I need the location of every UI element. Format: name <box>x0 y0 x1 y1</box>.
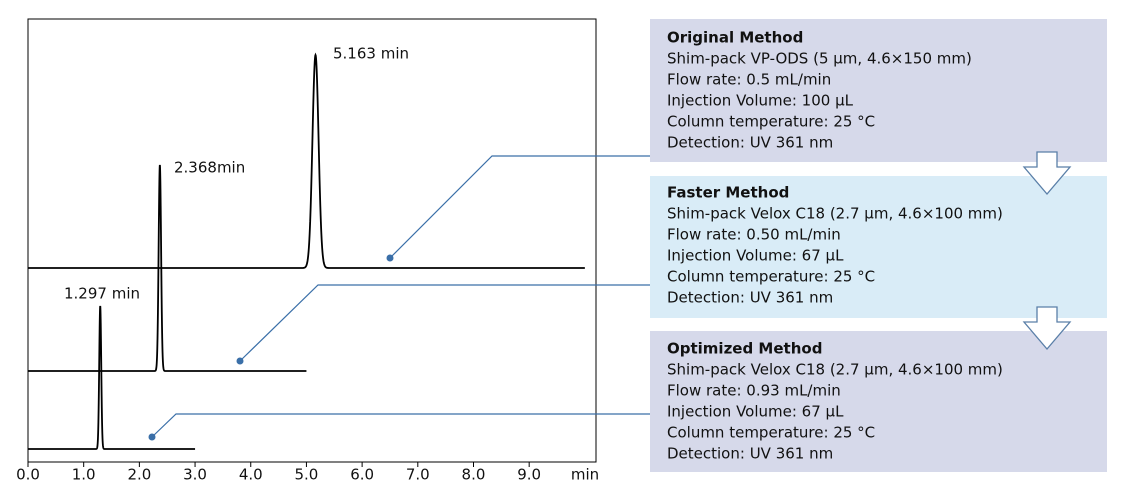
trace <box>28 164 307 372</box>
method-title: Faster Method <box>667 184 789 202</box>
x-tick-label: 4.0 <box>239 466 263 484</box>
x-tick-label: 8.0 <box>462 466 486 484</box>
method-title: Original Method <box>667 29 803 47</box>
connector-dots <box>148 254 394 441</box>
method-box <box>650 19 1107 162</box>
x-tick-label: 1.0 <box>72 466 96 484</box>
peak-label: 1.297 min <box>64 285 140 303</box>
x-tick-label: 3.0 <box>183 466 207 484</box>
method-detail: Flow rate: 0.50 mL/min <box>667 226 841 244</box>
connectors <box>151 155 650 438</box>
method-detail: Injection Volume: 67 µL <box>667 403 844 421</box>
trace <box>28 52 585 269</box>
peak-label: 5.163 min <box>333 45 409 63</box>
method-detail: Column temperature: 25 °C <box>667 268 875 286</box>
connector <box>389 155 650 259</box>
x-unit: min <box>571 466 599 484</box>
method-detail: Column temperature: 25 °C <box>667 424 875 442</box>
connector-dot <box>386 254 394 262</box>
method-detail: Detection: UV 361 nm <box>667 289 833 307</box>
method-detail: Detection: UV 361 nm <box>667 134 833 152</box>
connector-dot <box>148 433 156 441</box>
method-detail: Flow rate: 0.93 mL/min <box>667 382 841 400</box>
x-tick-label: 9.0 <box>517 466 541 484</box>
method-box <box>650 176 1107 318</box>
method-detail: Column temperature: 25 °C <box>667 113 875 131</box>
arrow <box>1022 151 1072 196</box>
connector-dot <box>236 357 244 365</box>
x-tick-label: 7.0 <box>406 466 430 484</box>
peak-label: 2.368min <box>174 159 245 177</box>
trace <box>28 305 196 450</box>
method-box <box>650 331 1107 472</box>
method-detail: Detection: UV 361 nm <box>667 445 833 463</box>
arrow <box>1022 306 1072 351</box>
x-tick-label: 2.0 <box>127 466 151 484</box>
plot-frame <box>27 18 597 463</box>
method-detail: Flow rate: 0.5 mL/min <box>667 71 831 89</box>
x-tick-label: 5.0 <box>295 466 319 484</box>
method-detail: Shim-pack VP-ODS (5 µm, 4.6×150 mm) <box>667 50 972 68</box>
x-tick-label: 0.0 <box>16 466 40 484</box>
x-tick-label: 6.0 <box>350 466 374 484</box>
method-detail: Shim-pack Velox C18 (2.7 µm, 4.6×100 mm) <box>667 205 1003 223</box>
method-detail: Shim-pack Velox C18 (2.7 µm, 4.6×100 mm) <box>667 361 1003 379</box>
method-detail: Injection Volume: 67 µL <box>667 247 844 265</box>
method-title: Optimized Method <box>667 340 822 358</box>
connector <box>239 284 650 362</box>
connector <box>151 413 650 438</box>
method-detail: Injection Volume: 100 µL <box>667 92 854 110</box>
